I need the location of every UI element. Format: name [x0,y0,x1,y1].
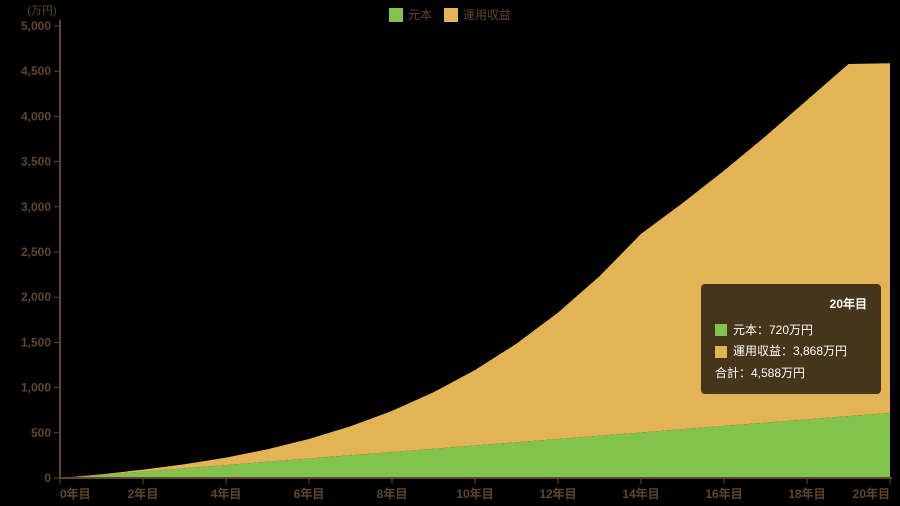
tooltip-row: 元本：720万円 [715,320,867,342]
x-tick-label: 8年目 [377,486,408,501]
tooltip-row-text: 運用収益：3,868万円 [733,341,847,363]
x-tick-label: 2年目 [128,486,159,501]
area-returns [60,63,890,478]
y-tick-label: 3,000 [21,200,51,214]
y-tick-label: 500 [31,426,51,440]
x-tick-label: 10年目 [456,486,493,501]
chart-legend: 元本 運用収益 [0,6,900,25]
y-tick-label: 2,000 [21,290,51,304]
tooltip-row-text: 元本：720万円 [733,320,813,342]
y-tick-label: 1,500 [21,335,51,349]
tooltip-swatch [715,324,727,336]
y-tick-label: 0 [44,471,51,485]
x-tick-label: 0年目 [60,486,91,501]
legend-label: 元本 [408,6,432,23]
legend-label: 運用収益 [463,6,511,23]
tooltip-title: 20年目 [715,294,867,316]
chart-tooltip: 20年目 元本：720万円運用収益：3,868万円 合計：4,588万円 [701,284,881,394]
x-tick-label: 18年目 [788,486,825,501]
y-tick-label: 3,500 [21,155,51,169]
x-tick-label: 6年目 [294,486,325,501]
y-tick-label: 1,000 [21,381,51,395]
legend-item: 運用収益 [444,6,511,23]
tooltip-swatch [715,346,727,358]
x-tick-label: 14年目 [622,486,659,501]
chart-svg: 0 500 1,000 1,500 2,000 2,500 3,000 3,500 4,000 4… [0,0,900,506]
legend-swatch [389,8,403,22]
x-tick-label: 12年目 [539,486,576,501]
y-tick-label: 2,500 [21,245,51,259]
y-tick-label: 4,500 [21,64,51,78]
tooltip-total: 合計：4,588万円 [715,363,867,385]
investment-stacked-area-chart: 元本 運用収益 0 500 1,000 1,500 2,000 2,500 3,000 3,50… [0,0,900,506]
x-tick-label: 20年目 [853,486,890,501]
legend-swatch [444,8,458,22]
y-tick-label: 4,000 [21,109,51,123]
x-tick-label: 16年目 [705,486,742,501]
legend-item: 元本 [389,6,432,23]
tooltip-row: 運用収益：3,868万円 [715,341,867,363]
x-tick-label: 4年目 [211,486,242,501]
